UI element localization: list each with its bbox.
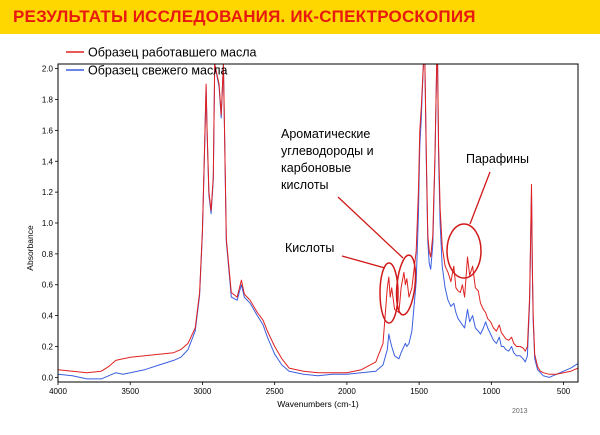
series-line-used-oil [58,64,578,375]
legend: Образец работавшего масла Образец свежег… [66,46,257,78]
x-axis-title: Wavenumbers (cm-1) [277,399,359,409]
series-layer [58,64,578,380]
annotation-pointer-acids [341,255,386,269]
y-tick-label: 0.6 [42,281,54,290]
y-tick-label: 0.8 [42,250,54,259]
x-tick-label: 3000 [194,387,212,396]
y-tick-label: 0.0 [42,373,54,382]
x-tick-label: 1500 [410,387,428,396]
annotations: Ароматические углеводороды и карбоновые … [281,127,529,324]
y-tick-label: 0.4 [42,312,54,321]
header-bar: РЕЗУЛЬТАТЫ ИССЛЕДОВАНИЯ. ИК-СПЕКТРОСКОПИ… [0,0,600,34]
annotation-circle-aromatic [395,254,417,316]
annotation-aromatic-line-3: карбоновые [281,161,351,175]
x-tick-label: 1000 [482,387,500,396]
series-line-fresh-oil [58,64,578,380]
x-tick-label: 500 [557,387,571,396]
annotation-paraffins: Парафины [466,152,529,166]
annotation-acids: Кислоты [285,241,334,255]
y-tick-label: 1.6 [42,126,54,135]
x-tick-label: 3500 [121,387,139,396]
annotation-aromatic-line-1: Ароматические [281,127,370,141]
annotation-pointer-aromatic [337,196,404,259]
annotation-pointer-paraffins [469,171,491,225]
x-tick-label: 4000 [49,387,67,396]
page-title: РЕЗУЛЬТАТЫ ИССЛЕДОВАНИЯ. ИК-СПЕКТРОСКОПИ… [13,7,476,26]
y-tick-label: 1.0 [42,219,54,228]
y-tick-label: 1.8 [42,96,54,105]
y-tick-label: 1.4 [42,157,54,166]
x-tick-label: 2000 [338,387,356,396]
y-axis-title: Absorbance [25,225,35,271]
y-tick-label: 0.2 [42,342,54,351]
axes: 0.0 0.2 0.4 0.6 0.8 1.0 1.2 1.4 1.6 1.8 2.0 4000 350… [25,63,579,409]
footer-year: 2013 [512,408,528,415]
x-tick-label: 2500 [266,387,284,396]
annotation-circle-paraffins [446,223,482,279]
annotation-aromatic-line-2: углеводороды и [281,144,374,158]
annotation-circle-acids [379,262,399,324]
ir-spectrum-chart: 0.0 0.2 0.4 0.6 0.8 1.0 1.2 1.4 1.6 1.8 2.0 4000 350… [25,46,579,415]
y-tick-label: 2.0 [42,65,54,74]
legend-label-fresh-oil: Образец свежего масла [88,64,227,78]
legend-label-used-oil: Образец работавшего масла [88,46,257,60]
annotation-aromatic-line-4: кислоты [281,178,329,192]
y-tick-label: 1.2 [42,188,54,197]
plot-frame [57,63,579,383]
